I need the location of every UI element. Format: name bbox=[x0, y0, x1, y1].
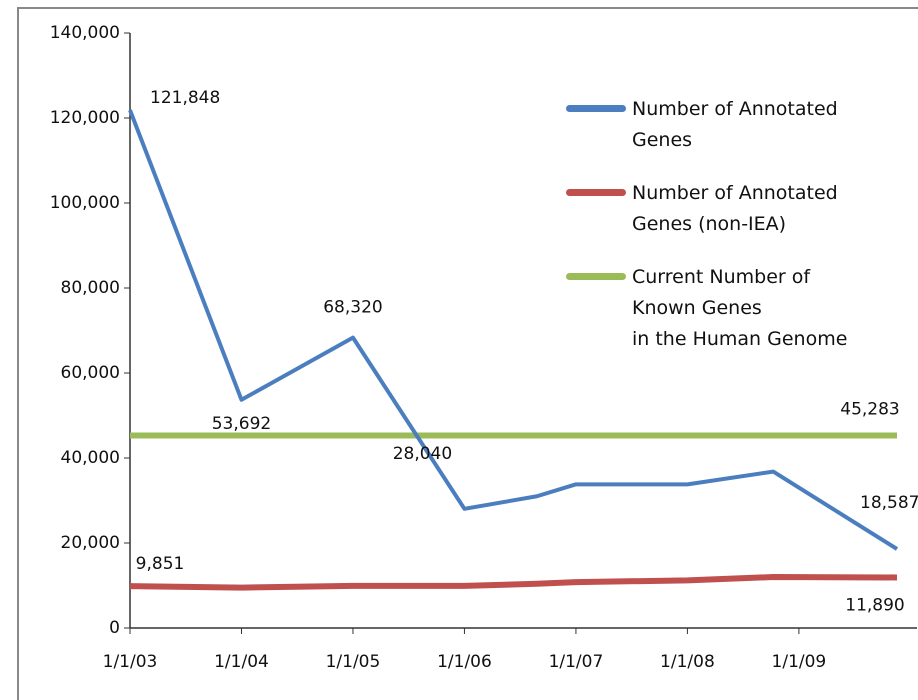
data-label: 121,848 bbox=[150, 88, 220, 108]
x-tick-label: 1/1/07 bbox=[549, 652, 604, 672]
legend-swatch bbox=[566, 189, 626, 196]
data-label: 68,320 bbox=[323, 298, 382, 318]
x-tick-label: 1/1/09 bbox=[772, 652, 827, 672]
x-tick-label: 1/1/08 bbox=[660, 652, 715, 672]
y-tick-label: 40,000 bbox=[61, 448, 120, 468]
data-label: 9,851 bbox=[136, 554, 185, 574]
data-label: 18,587 bbox=[860, 493, 918, 513]
data-label: 11,890 bbox=[845, 595, 904, 615]
data-label: 53,692 bbox=[212, 414, 271, 434]
x-tick-label: 1/1/03 bbox=[103, 652, 158, 672]
data-label: 45,283 bbox=[840, 400, 899, 420]
series-line bbox=[129, 574, 898, 591]
y-tick-label: 80,000 bbox=[61, 278, 120, 298]
y-tick-label: 20,000 bbox=[61, 533, 120, 553]
legend: Number of Annotated Genes Number of Annot… bbox=[566, 94, 896, 377]
x-tick-label: 1/1/06 bbox=[437, 652, 492, 672]
chart-frame bbox=[17, 7, 918, 700]
x-tick-label: 1/1/04 bbox=[214, 652, 269, 672]
legend-swatch bbox=[566, 273, 626, 280]
legend-item: Current Number of Known Genes in the Hum… bbox=[566, 262, 896, 355]
legend-label: Number of Annotated Genes (non-IEA) bbox=[632, 182, 838, 235]
series-line bbox=[128, 109, 899, 551]
data-label: 28,040 bbox=[393, 444, 452, 464]
y-tick-label: 140,000 bbox=[50, 23, 120, 43]
y-tick-label: 100,000 bbox=[50, 193, 120, 213]
legend-label: Number of Annotated Genes bbox=[632, 98, 838, 151]
y-tick-label: 60,000 bbox=[61, 363, 120, 383]
y-tick-label: 120,000 bbox=[50, 108, 120, 128]
x-tick-label: 1/1/05 bbox=[326, 652, 381, 672]
legend-item: Number of Annotated Genes bbox=[566, 94, 896, 156]
legend-label: Current Number of Known Genes in the Hum… bbox=[632, 266, 848, 350]
legend-item: Number of Annotated Genes (non-IEA) bbox=[566, 178, 896, 240]
y-tick-label: 0 bbox=[109, 618, 120, 638]
legend-swatch bbox=[566, 105, 626, 112]
